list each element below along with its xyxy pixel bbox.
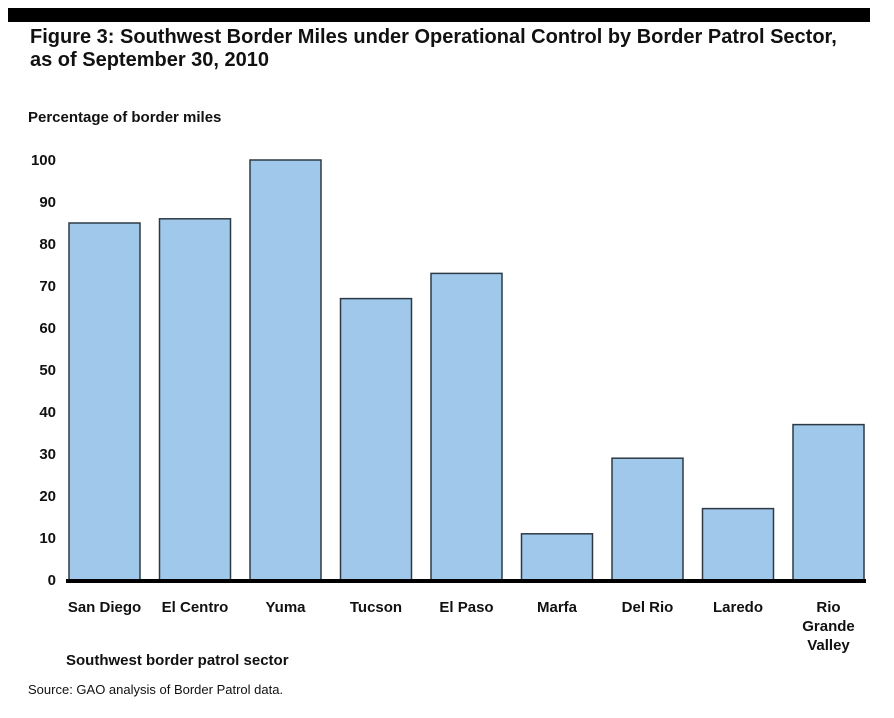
x-tick-label: Marfa	[537, 599, 578, 616]
x-tick-label: El Paso	[439, 599, 493, 616]
y-tick-label: 60	[39, 320, 56, 337]
bar-laredo	[701, 507, 775, 581]
y-tick-label: 90	[39, 194, 56, 211]
x-tick-label: Yuma	[265, 599, 306, 616]
bar-el-centro	[158, 218, 232, 581]
bar-san-diego	[68, 222, 141, 581]
y-tick-label: 0	[48, 572, 56, 589]
y-axis-title: Percentage of border miles	[28, 109, 222, 126]
x-tick-label: Del Rio	[622, 599, 674, 616]
y-tick-label: 10	[39, 530, 56, 547]
bar-marfa	[520, 533, 594, 581]
x-tick-label: Tucson	[350, 599, 402, 616]
y-tick-label: 50	[39, 362, 56, 379]
y-tick-label: 40	[39, 404, 56, 421]
y-tick-label: 70	[39, 278, 56, 295]
bar-el-paso	[430, 272, 503, 581]
x-tick-label: Valley	[807, 637, 850, 654]
x-axis-title: Southwest border patrol sector	[66, 652, 289, 669]
y-tick-label: 100	[31, 152, 56, 169]
y-tick-label: 30	[39, 446, 56, 463]
y-tick-label: 80	[39, 236, 56, 253]
bar-del-rio	[611, 457, 684, 581]
bar-rio-grande-valley	[792, 423, 865, 581]
source-note: Source: GAO analysis of Border Patrol da…	[28, 682, 284, 697]
x-tick-label: San Diego	[68, 599, 141, 616]
y-tick-label: 20	[39, 488, 56, 505]
chart-title: Figure 3: Southwest Border Miles under O…	[30, 26, 837, 71]
bar-tucson	[339, 297, 413, 581]
header-rule	[8, 8, 870, 22]
x-tick-label: Rio	[816, 599, 840, 616]
x-tick-label: Grande	[802, 618, 855, 635]
x-tick-label: El Centro	[162, 599, 229, 616]
bar-yuma	[249, 159, 322, 581]
x-tick-label: Laredo	[713, 599, 763, 616]
